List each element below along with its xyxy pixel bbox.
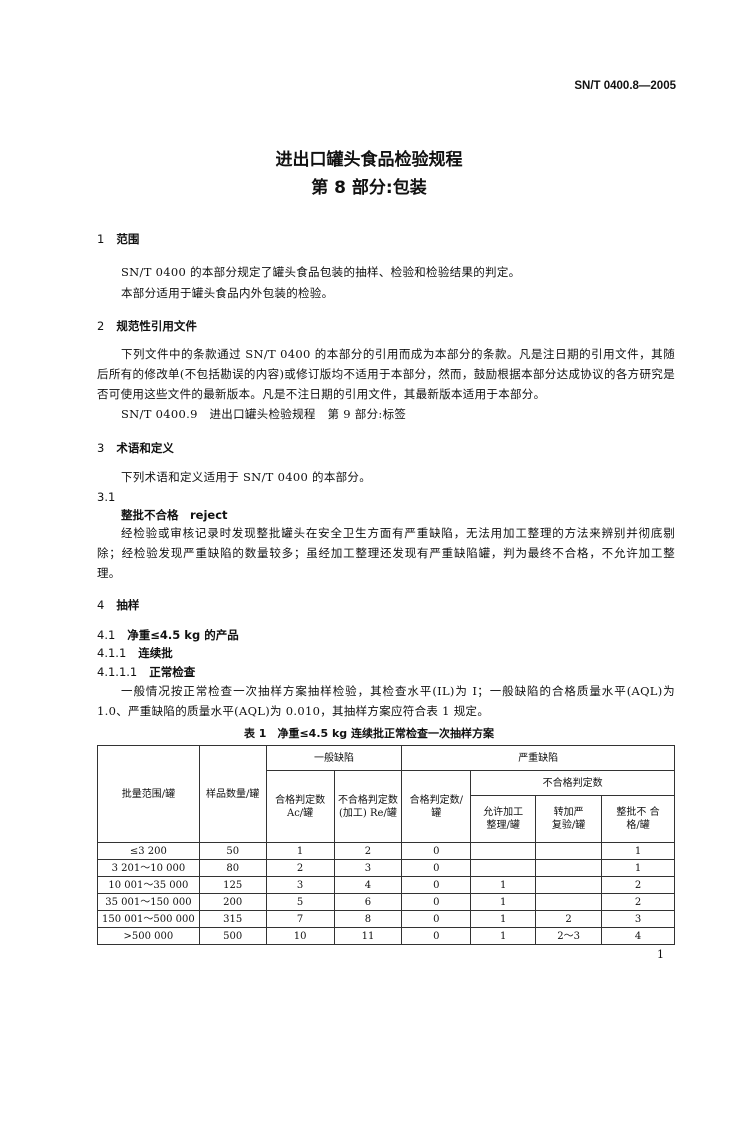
header-sample-size: 样品数量/罐 xyxy=(198,745,267,843)
table-cell: 3 201～10 000 xyxy=(97,859,200,877)
paragraph: SN/T 0400 的本部分规定了罐头食品包装的抽样、检验和检验结果的判定。 xyxy=(121,265,521,279)
normative-reference: SN/T 0400.9 进出口罐头检验规程 第 9 部分:标签 xyxy=(121,407,407,421)
table-cell: 0 xyxy=(401,927,472,945)
subsection-heading-4-1: 4.1 净重≤4.5 kg 的产品 xyxy=(97,628,239,642)
table-cell: 5 xyxy=(265,893,335,911)
table-row: 3 201～10 000 80 2 3 0 1 xyxy=(97,859,675,877)
section-heading-2: 2 规范性引用文件 xyxy=(97,319,197,333)
table-cell: 1 xyxy=(470,893,537,911)
table-cell: 125 xyxy=(198,876,267,894)
table-cell: >500 000 xyxy=(97,927,200,945)
table-cell: 6 xyxy=(333,893,403,911)
table-cell: 2 xyxy=(601,893,675,911)
table-cell: 3 xyxy=(265,876,335,894)
header-reject: 整批不 合格/罐 xyxy=(601,795,675,843)
table-cell: 10 001～35 000 xyxy=(97,876,200,894)
table-cell: 1 xyxy=(265,842,335,860)
table-cell xyxy=(535,859,603,877)
document-subtitle: 第 8 部分:包装 xyxy=(311,178,427,198)
table-cell: 0 xyxy=(401,876,472,894)
table-cell: 0 xyxy=(401,842,472,860)
table-cell: 7 xyxy=(265,910,335,928)
table-cell: 1 xyxy=(470,876,537,894)
page-number: 1 xyxy=(657,948,664,961)
table-cell: 0 xyxy=(401,893,472,911)
paragraph: 下列文件中的条款通过 SN/T 0400 的本部分的引用而成为本部分的条款。凡是… xyxy=(97,347,675,401)
table-cell: 3 xyxy=(333,859,403,877)
table-cell: 0 xyxy=(401,910,472,928)
table-cell: 1 xyxy=(470,910,537,928)
paragraph: 下列术语和定义适用于 SN/T 0400 的本部分。 xyxy=(121,470,372,484)
table-cell: 4 xyxy=(601,927,675,945)
term-definition: 经检验或审核记录时发现整批罐头在安全卫生方面有严重缺陷，无法用加工整理的方法来辨… xyxy=(97,526,675,580)
document-title: 进出口罐头食品检验规程 xyxy=(275,150,463,170)
table-cell: ≤3 200 xyxy=(97,842,200,860)
table-cell: 80 xyxy=(198,859,267,877)
table-cell: 3 xyxy=(601,910,675,928)
table-row: >500 000 500 10 11 0 1 2～3 4 xyxy=(97,927,675,945)
table-cell xyxy=(470,842,537,860)
header-ac: 合格判定数 Ac/罐 xyxy=(265,770,335,843)
table-row: ≤3 200 50 1 2 0 1 xyxy=(97,842,675,860)
table-cell: 1 xyxy=(470,927,537,945)
header-critical-defect: 严重缺陷 xyxy=(401,745,675,771)
table-cell xyxy=(535,893,603,911)
table-cell: 35 001～150 000 xyxy=(97,893,200,911)
table-caption: 表 1 净重≤4.5 kg 连续批正常检查一次抽样方案 xyxy=(243,727,495,740)
table-cell: 315 xyxy=(198,910,267,928)
table-cell: 0 xyxy=(401,859,472,877)
paragraph: 本部分适用于罐头食品内外包装的检验。 xyxy=(121,286,334,300)
table-cell: 200 xyxy=(198,893,267,911)
header-reinspect: 转加严 复验/罐 xyxy=(535,795,603,843)
table-cell: 11 xyxy=(333,927,403,945)
header-critical-ac: 合格判定数/罐 xyxy=(401,770,472,843)
table-cell: 150 001～500 000 xyxy=(97,910,200,928)
term-number: 3.1 xyxy=(97,490,116,504)
header-general-defect: 一般缺陷 xyxy=(265,745,403,771)
header-re: 不合格判定数 (加工) Re/罐 xyxy=(333,770,403,843)
table-row: 150 001～500 000 315 7 8 0 1 2 3 xyxy=(97,910,675,928)
sampling-plan-table: 批量范围/罐 样品数量/罐 一般缺陷 严重缺陷 合格判定数 Ac/罐 不合格判定… xyxy=(97,745,675,945)
table-cell: 500 xyxy=(198,927,267,945)
table-cell: 1 xyxy=(601,842,675,860)
table-row: 35 001～150 000 200 5 6 0 1 2 xyxy=(97,893,675,911)
standard-number: SN/T 0400.8—2005 xyxy=(574,80,676,92)
header-critical-re: 不合格判定数 xyxy=(470,770,675,796)
table-cell xyxy=(535,842,603,860)
subsection-heading-4-1-1-1: 4.1.1.1 正常检查 xyxy=(97,665,196,679)
paragraph: 一般情况按正常检查一次抽样方案抽样检验，其检查水平(IL)为 I；一般缺陷的合格… xyxy=(97,684,675,718)
table-cell: 2～3 xyxy=(535,927,603,945)
header-batch-range: 批量范围/罐 xyxy=(97,745,200,843)
section-heading-1: 1 范围 xyxy=(97,232,140,246)
table-cell: 2 xyxy=(535,910,603,928)
section-heading-4: 4 抽样 xyxy=(97,598,140,612)
table-cell: 2 xyxy=(333,842,403,860)
table-cell: 50 xyxy=(198,842,267,860)
table-cell: 4 xyxy=(333,876,403,894)
section-heading-3: 3 术语和定义 xyxy=(97,441,174,455)
table-cell xyxy=(470,859,537,877)
subsection-heading-4-1-1: 4.1.1 连续批 xyxy=(97,646,173,660)
table-cell: 1 xyxy=(601,859,675,877)
table-cell: 10 xyxy=(265,927,335,945)
table-cell: 2 xyxy=(265,859,335,877)
table-cell: 2 xyxy=(601,876,675,894)
header-rework: 允许加工 整理/罐 xyxy=(470,795,537,843)
table-row: 10 001～35 000 125 3 4 0 1 2 xyxy=(97,876,675,894)
term-title: 整批不合格 reject xyxy=(121,508,228,522)
table-cell xyxy=(535,876,603,894)
table-cell: 8 xyxy=(333,910,403,928)
